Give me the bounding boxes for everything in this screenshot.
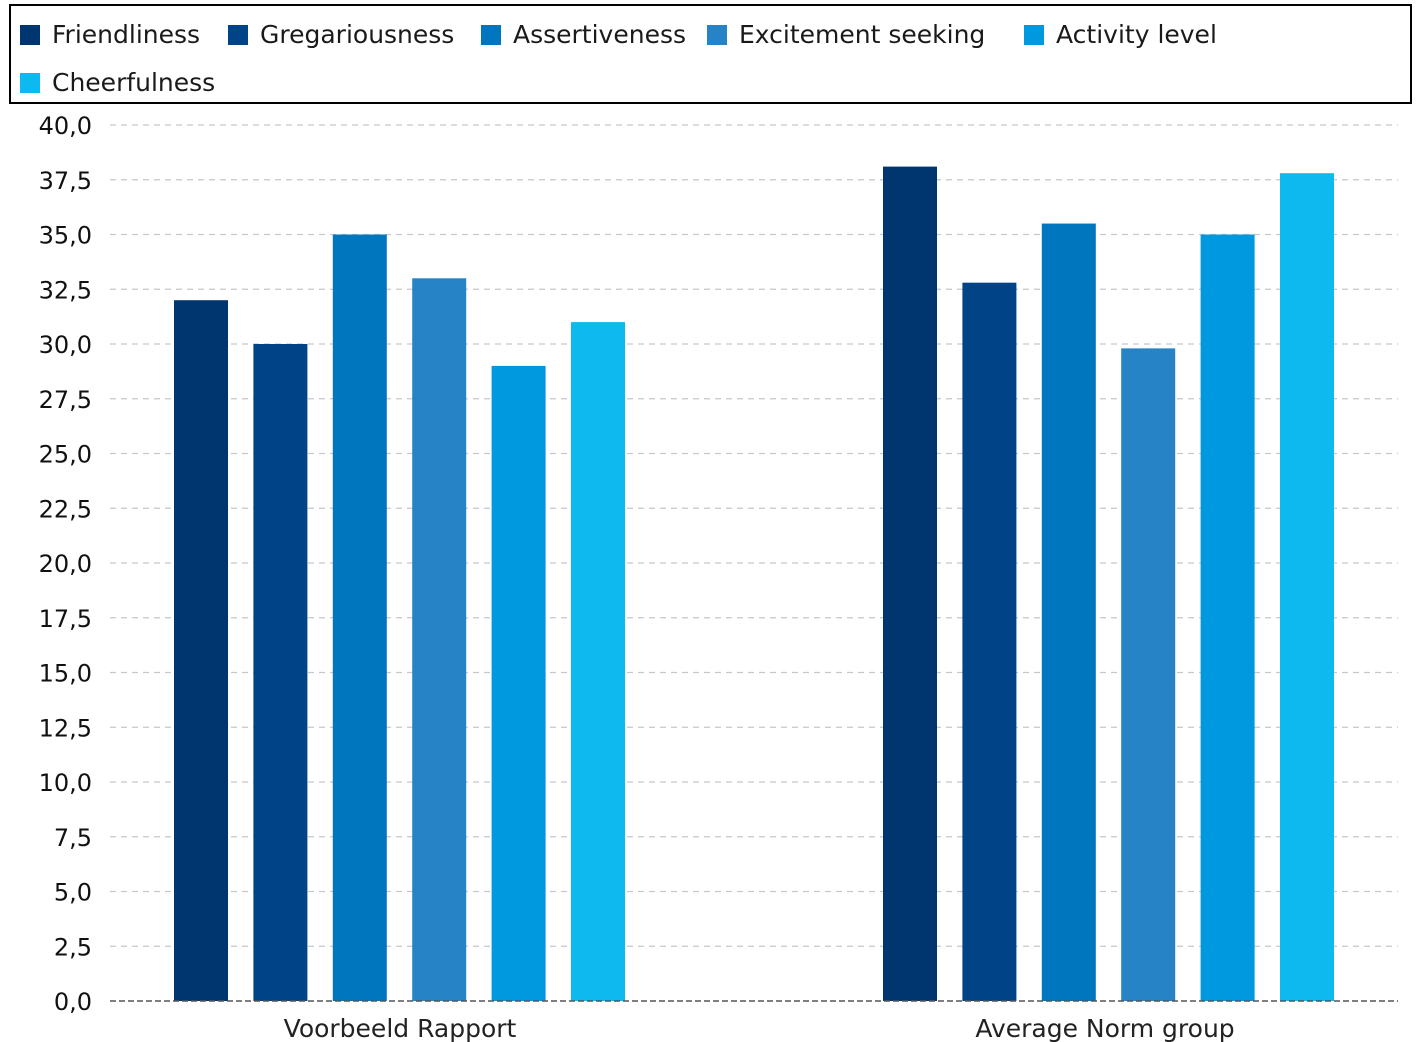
bar	[1200, 234, 1255, 1001]
y-tick-label: 25,0	[39, 441, 92, 469]
bar	[1121, 348, 1176, 1001]
legend-label: Cheerfulness	[52, 68, 216, 97]
bars	[174, 166, 1334, 1002]
bar	[332, 234, 387, 1001]
y-tick-label: 20,0	[39, 550, 92, 578]
legend-label: Gregariousness	[260, 20, 455, 49]
legend-swatch	[228, 24, 248, 45]
y-tick-label: 5,0	[54, 879, 92, 907]
y-tick-label: 37,5	[39, 167, 92, 195]
x-category-label: Average Norm group	[975, 1014, 1234, 1042]
bar	[962, 282, 1017, 1001]
y-tick-label: 12,5	[39, 714, 92, 742]
bar	[491, 365, 546, 1001]
legend-item-cheerfulness: Cheerfulness	[20, 68, 215, 97]
legend-swatch	[1024, 24, 1044, 45]
bar	[412, 278, 467, 1001]
y-tick-label: 10,0	[39, 769, 92, 797]
legend-swatch	[707, 24, 727, 45]
y-tick-label: 15,0	[39, 660, 92, 688]
y-tick-label: 17,5	[39, 605, 92, 633]
bar	[571, 322, 625, 1002]
y-tick-label: 35,0	[39, 222, 92, 250]
bar	[174, 300, 228, 1001]
bar	[1041, 223, 1096, 1002]
chart-legend: Friendliness Gregariousness Assertivenes…	[9, 4, 1412, 104]
legend-item-activity-level: Activity level	[1024, 20, 1217, 49]
legend-item-friendliness: Friendliness	[20, 20, 200, 49]
y-tick-label: 40,0	[39, 112, 92, 140]
legend-swatch	[20, 72, 40, 93]
legend-label: Friendliness	[52, 20, 201, 49]
x-category-label: Voorbeeld Rapport	[284, 1014, 517, 1042]
y-tick-label: 27,5	[39, 386, 92, 414]
bar	[883, 166, 937, 1002]
y-tick-label: 22,5	[39, 495, 92, 523]
y-axis-tick-labels: 0,0 2,5 5,0 7,5 10,0 12,5 15,0 17,5 20,0 22,5 25,0…	[39, 112, 92, 1016]
y-tick-label: 0,0	[54, 988, 92, 1016]
y-tick-label: 2,5	[54, 933, 92, 961]
legend-label: Activity level	[1056, 20, 1217, 49]
legend-swatch	[481, 24, 501, 45]
legend-item-gregariousness: Gregariousness	[228, 20, 454, 49]
x-axis: Voorbeeld Rapport Average Norm group	[110, 1000, 1398, 1042]
y-tick-label: 7,5	[54, 824, 92, 852]
legend-swatch	[20, 24, 40, 45]
legend-item-assertiveness: Assertiveness	[481, 20, 686, 49]
legend-label: Assertiveness	[513, 20, 687, 49]
y-tick-label: 32,5	[39, 276, 92, 304]
bar	[1280, 173, 1334, 1001]
legend-item-excitement-seeking: Excitement seeking	[707, 20, 985, 49]
y-tick-label: 30,0	[39, 331, 92, 359]
bar	[253, 344, 308, 1001]
legend-label: Excitement seeking	[739, 20, 986, 49]
gridlines	[110, 124, 1398, 947]
